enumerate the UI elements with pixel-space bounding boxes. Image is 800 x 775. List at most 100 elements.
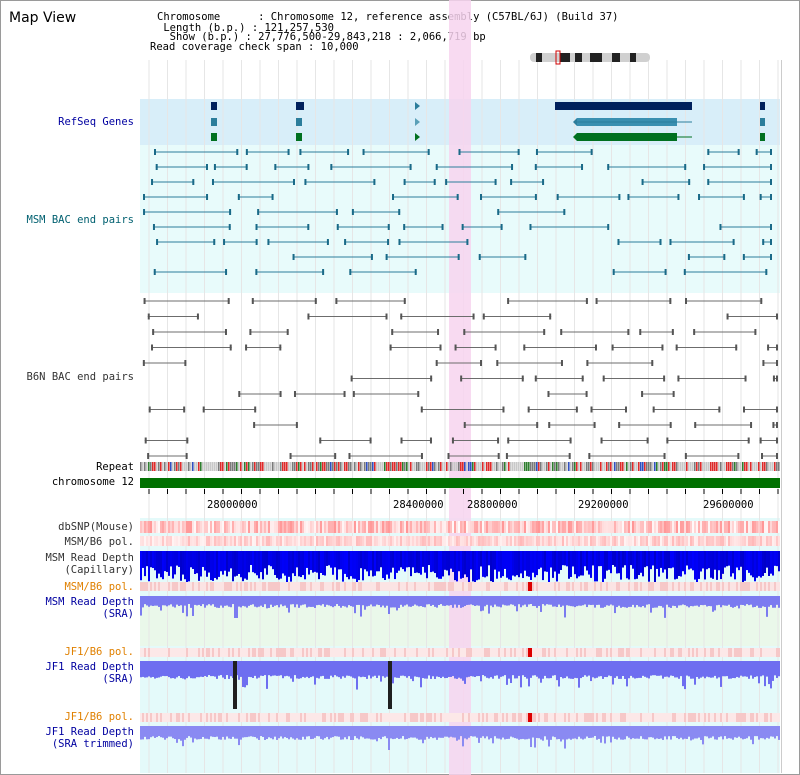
msm-sra-pol-cell xyxy=(298,582,300,591)
msm-b6-pol-cell xyxy=(760,536,762,546)
jf1-pol-trim-cell xyxy=(712,713,714,722)
jf1-pol-trim-cell xyxy=(556,713,558,722)
jf1-pol-cell xyxy=(632,648,634,657)
jf1-pol-cell xyxy=(294,648,296,657)
dbsnp-cell xyxy=(656,521,658,533)
jf1-sra-depth-bar xyxy=(698,661,700,679)
msm-sra-depth-bar xyxy=(720,596,722,608)
jf1-pol-trim-cell xyxy=(550,713,552,722)
msm-b6-pol-label[interactable]: MSM/B6 pol. xyxy=(64,536,134,548)
jf1-sra-depth-bar xyxy=(744,661,746,677)
dbsnp-cell xyxy=(454,521,456,533)
capillary-depth-bar xyxy=(572,551,574,567)
dbsnp-cell xyxy=(306,521,308,533)
jf1-trim-depth-bar xyxy=(608,726,610,737)
jf1-pol-trim-cell xyxy=(204,713,206,722)
msm-b6-pol-cell xyxy=(598,536,600,546)
msm-b6-pol-cell xyxy=(290,536,292,546)
repeat-mark xyxy=(176,462,178,471)
dbsnp-cell xyxy=(180,521,182,533)
msm-b6-pol-cell xyxy=(638,536,640,546)
jf1-pol-cell xyxy=(746,648,748,657)
msm-b6-pol-cell xyxy=(446,536,448,546)
jf1-pol-trim-cell xyxy=(646,713,648,722)
msm-sra-depth-bar xyxy=(582,596,584,606)
msm-b6-pol-cell xyxy=(206,536,208,546)
capillary-depth-bar xyxy=(724,551,726,568)
capillary-depth-bar xyxy=(760,551,762,578)
capillary-depth-bar xyxy=(160,551,162,578)
msm-sra-depth-bar xyxy=(510,596,512,605)
jf1-sra-depth-bar xyxy=(740,661,742,676)
dbsnp-cell xyxy=(370,521,372,533)
jf1-pol-trim-cell xyxy=(506,713,508,722)
msm-b6-pol-cell xyxy=(356,536,358,546)
jf1-sra-depth-bar xyxy=(674,661,676,678)
capillary-depth-bar xyxy=(504,551,506,569)
msm-bac-end xyxy=(677,194,680,200)
msm-sra-pol-cell xyxy=(726,582,728,591)
capillary-depth-bar xyxy=(458,551,460,572)
jf1-trim-depth-bar xyxy=(580,726,582,739)
repeat-mark xyxy=(448,462,450,471)
dbsnp-cell xyxy=(718,521,720,533)
msm-sra-pol-cell xyxy=(540,582,542,591)
msm-sra-depth-bar xyxy=(640,596,642,608)
msm-read-depth-capillary-label[interactable]: MSM Read Depth xyxy=(45,552,134,564)
jf1-trim-depth-bar xyxy=(614,726,616,739)
jf1-pol-cell xyxy=(208,648,210,657)
msm-sra-depth-bar xyxy=(734,596,736,607)
jf1-read-depth-sra-label[interactable]: JF1 Read Depth xyxy=(45,661,134,673)
msm-b6-pol-sra-label[interactable]: MSM/B6 pol. xyxy=(64,581,134,593)
msm-b6-pol-cell xyxy=(566,536,568,546)
msm-sra-depth-bar xyxy=(758,596,760,608)
jf1-pol-cell xyxy=(740,648,742,657)
msm-sra-pol-cell xyxy=(548,582,550,591)
jf1-sra-depth-bar xyxy=(460,661,462,679)
msm-sra-pol-cell xyxy=(662,582,664,591)
capillary-depth-bar xyxy=(480,551,482,567)
msm-bac-end xyxy=(456,194,459,200)
jf1-pol-cell xyxy=(414,648,416,657)
msm-sra-pol-cell xyxy=(768,582,770,591)
jf1-b6-pol-trim-label[interactable]: JF1/B6 pol. xyxy=(64,711,134,723)
jf1-sra-depth-bar xyxy=(412,661,414,682)
msm-read-depth-sra-label[interactable]: MSM Read Depth xyxy=(45,596,134,608)
dbsnp-cell xyxy=(176,521,178,533)
dbsnp-label[interactable]: dbSNP(Mouse) xyxy=(58,521,134,533)
capillary-depth-bar xyxy=(236,551,238,576)
msm-sra-pol-cell xyxy=(222,582,224,591)
msm-sra-pol-cell xyxy=(406,582,408,591)
b6n-bac-label[interactable]: B6N BAC end pairs xyxy=(26,371,134,383)
dbsnp-cell xyxy=(410,521,412,533)
jf1-pol-cell xyxy=(260,648,262,657)
jf1-sra-depth-bar xyxy=(748,661,750,679)
jf1-sra-depth-bar xyxy=(252,661,254,678)
b6n-bac-end xyxy=(334,453,337,459)
msm-sra-depth-bar xyxy=(728,596,730,605)
jf1-trim-depth-bar xyxy=(744,726,746,739)
msm-bac-end xyxy=(590,149,593,155)
capillary-depth-bar xyxy=(538,551,540,570)
b6n-bac-end xyxy=(430,375,433,382)
jf1-trim-depth-bar xyxy=(406,726,408,739)
msm-bac-label[interactable]: MSM BAC end pairs xyxy=(26,214,134,226)
jf1-read-depth-trimmed-label[interactable]: JF1 Read Depth xyxy=(45,726,134,738)
jf1-trim-depth-bar xyxy=(318,726,320,737)
jf1-pol-trim-cell xyxy=(450,713,452,722)
jf1-pol-trim-cell xyxy=(508,713,510,722)
b6n-bac-end xyxy=(152,329,155,335)
jf1-sra-depth-bar xyxy=(646,661,648,678)
refseq-genes-label[interactable]: RefSeq Genes xyxy=(58,116,134,128)
capillary-depth-bar xyxy=(186,551,188,583)
capillary-depth-bar xyxy=(620,551,622,580)
jf1-pol-cell xyxy=(410,648,412,657)
msm-b6-pol-cell xyxy=(208,536,210,546)
jf1-pol-cell xyxy=(706,648,708,657)
repeat-mark xyxy=(396,462,398,471)
jf1-b6-pol-label[interactable]: JF1/B6 pol. xyxy=(64,646,134,658)
msm-b6-pol-cell xyxy=(664,536,666,546)
jf1-pol-cell xyxy=(152,648,154,657)
msm-sra-pol-cell xyxy=(450,582,452,591)
